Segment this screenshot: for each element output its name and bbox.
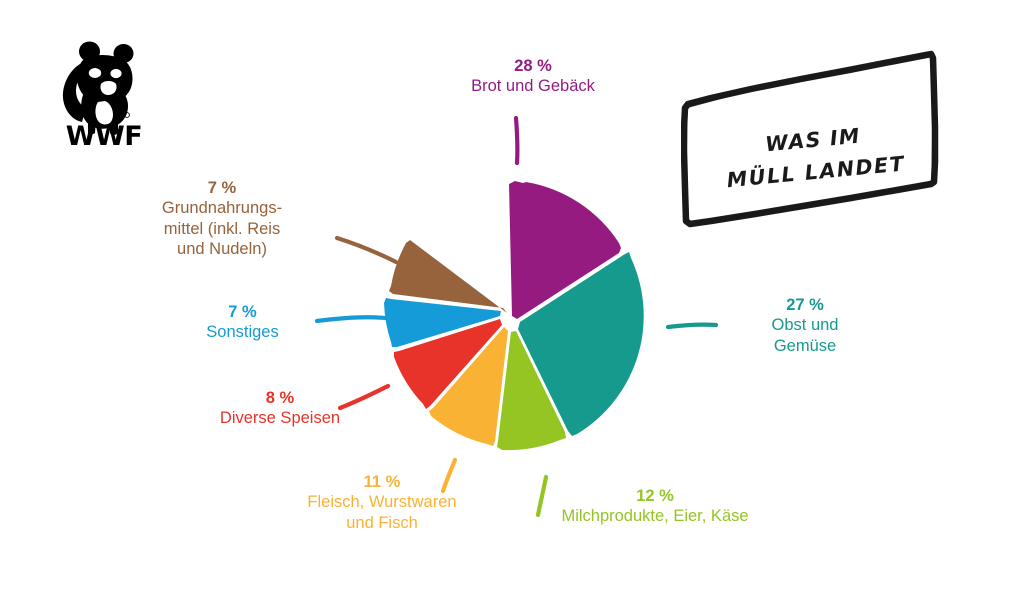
slice-name-fleisch-line2: und Fisch [346, 513, 418, 532]
slice-name-diverse: Diverse Speisen [219, 409, 341, 428]
pie-slice-brot [509, 181, 621, 319]
slice-percent-fleisch: 11 % [363, 473, 401, 491]
slice-percent-diverse: 8 % [265, 389, 295, 407]
title-callout-box: WAS IM MÜLL LANDET [681, 32, 943, 228]
slice-percent-brot: 28 % [514, 57, 552, 75]
slice-label-grund: 7 % Grundnahrungs- mittel (inkl. Reis un… [112, 178, 332, 260]
slice-label-milch: 12 % Milchprodukte, Eier, Käse [470, 486, 840, 527]
pie-slice-fleisch [429, 327, 508, 446]
slice-label-obst: 27 % Obst und Gemüse [700, 295, 910, 356]
slice-percent-obst: 27 % [786, 296, 824, 314]
pie-slice-obst [518, 252, 644, 436]
wwf-panda-logo: WWF [52, 40, 156, 148]
slice-label-fleisch: 11 % Fleisch, Wurstwaren und Fisch [232, 472, 532, 533]
pie-slice-sonstiges [384, 298, 501, 347]
wwf-wordmark: WWF [66, 121, 143, 148]
pie-slices [384, 181, 644, 451]
slice-name-grund-line1: Grundnahrungs- [161, 199, 283, 218]
slice-label-diverse: 8 % Diverse Speisen [160, 388, 400, 429]
leader-brot [513, 115, 520, 166]
slice-percent-grund: 7 % [207, 179, 237, 197]
slice-name-grund-line2: mittel (inkl. Reis [163, 219, 281, 238]
slice-percent-sonstiges: 7 % [228, 303, 257, 321]
pie-slice-diverse [394, 319, 502, 409]
pie-chart [363, 170, 663, 470]
slice-name-milch: Milchprodukte, Eier, Käse [561, 507, 749, 526]
slice-percent-milch: 12 % [636, 487, 674, 505]
slice-name-grund-line3: und Nudeln) [177, 240, 267, 259]
slice-label-sonstiges: 7 % Sonstiges [145, 302, 340, 343]
slice-name-brot: Brot und Gebäck [471, 77, 595, 96]
slice-name-obst-line1: Obst und [771, 316, 839, 335]
slice-name-obst-line2: Gemüse [773, 336, 837, 355]
slice-name-fleisch-line1: Fleisch, Wurstwaren [307, 493, 457, 512]
slice-label-brot: 28 % Brot und Gebäck [368, 56, 698, 97]
pie-slice-grund [389, 240, 507, 313]
pie-slice-milch [497, 331, 566, 451]
slice-name-sonstiges: Sonstiges [206, 323, 279, 342]
